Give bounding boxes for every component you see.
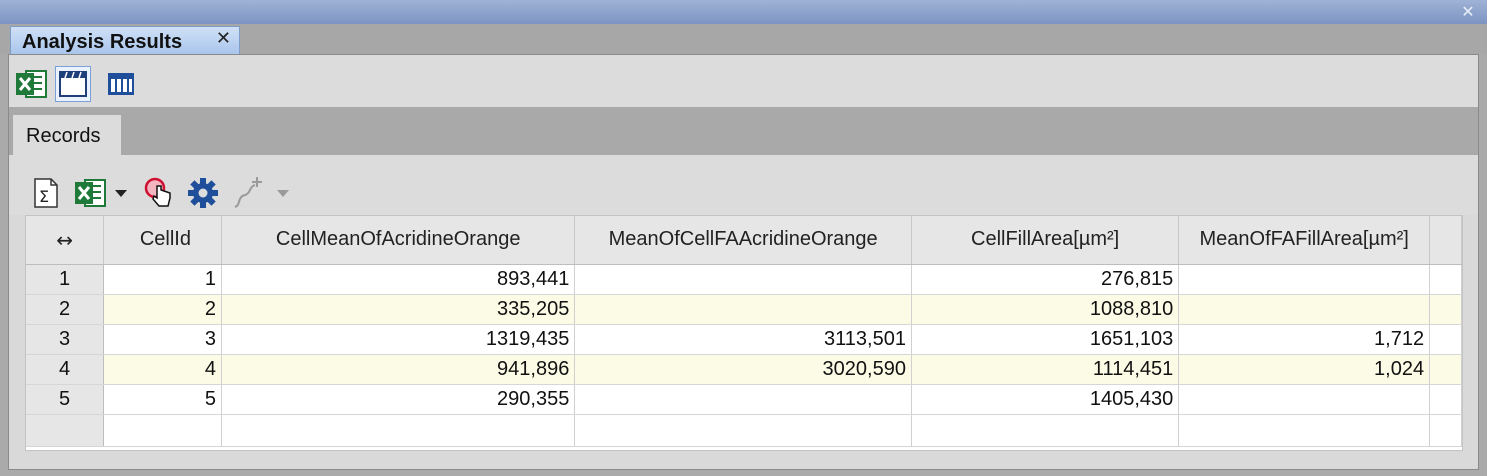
- resize-arrows-icon: ↔: [56, 227, 73, 252]
- dropdown-arrow-icon: [277, 190, 289, 197]
- row-number[interactable]: 1: [26, 264, 105, 295]
- row-number[interactable]: 5: [26, 384, 105, 415]
- cell-filler: [1429, 264, 1462, 295]
- column-header-cellfillarea[interactable]: CellFillArea[µm²]: [911, 216, 1180, 265]
- records-toolbar: Σ: [9, 155, 1478, 215]
- cell-meanfafillarea[interactable]: [1178, 384, 1431, 415]
- row-number[interactable]: 4: [26, 354, 105, 385]
- cell-cellfillarea[interactable]: 276,815: [911, 264, 1180, 295]
- settings-button[interactable]: [187, 175, 219, 211]
- empty-cell[interactable]: [911, 414, 1180, 447]
- tab-records[interactable]: Records: [13, 115, 121, 155]
- cell-filler: [1429, 294, 1462, 325]
- cell-mean-cellfa-acridine[interactable]: [574, 264, 912, 295]
- table-new-row[interactable]: [26, 414, 1462, 447]
- statistics-button[interactable]: Σ: [33, 175, 59, 211]
- sum-statistics-icon: Σ: [34, 178, 58, 208]
- add-curve-dropdown[interactable]: [275, 175, 291, 211]
- cell-filler: [1429, 414, 1462, 447]
- cell-meanfafillarea[interactable]: [1178, 294, 1431, 325]
- tab-close-button[interactable]: ✕: [215, 28, 231, 49]
- columns-view-icon: [108, 73, 134, 95]
- select-cell-button[interactable]: [143, 175, 177, 211]
- column-header-cellmean-acridine[interactable]: CellMeanOfAcridineOrange: [221, 216, 576, 265]
- records-tabstrip: Records: [9, 107, 1478, 155]
- cell-cellfillarea[interactable]: 1405,430: [911, 384, 1180, 415]
- add-curve-button[interactable]: [231, 175, 267, 211]
- cell-mean-cellfa-acridine[interactable]: [574, 384, 912, 415]
- excel-export-button[interactable]: [13, 66, 49, 102]
- window-close-button[interactable]: ✕: [1461, 2, 1475, 21]
- cell-cellfillarea[interactable]: 1114,451: [911, 354, 1180, 385]
- settings-gear-icon: [188, 178, 218, 208]
- analysis-results-panel: Records Σ: [8, 54, 1479, 470]
- cell-cellfillarea[interactable]: 1088,810: [911, 294, 1180, 325]
- cell-cellid[interactable]: 2: [103, 294, 222, 325]
- records-tab-label: Records: [26, 125, 101, 147]
- table-row[interactable]: 3 3 1319,435 3113,501 1651,103 1,712: [26, 324, 1462, 355]
- cell-cellmean-acridine[interactable]: 941,896: [221, 354, 576, 385]
- table-row[interactable]: 1 1 893,441 276,815: [26, 264, 1462, 295]
- cell-cellmean-acridine[interactable]: 290,355: [221, 384, 576, 415]
- svg-text:Σ: Σ: [39, 187, 49, 206]
- cell-cellid[interactable]: 5: [103, 384, 222, 415]
- add-curve-icon: [234, 177, 262, 208]
- empty-cell[interactable]: [103, 414, 222, 447]
- cell-meanfafillarea[interactable]: 1,024: [1178, 354, 1431, 385]
- table-row[interactable]: 2 2 335,205 1088,810: [26, 294, 1462, 325]
- select-cell-pointer-icon: [144, 177, 171, 207]
- cell-mean-cellfa-acridine[interactable]: 3113,501: [574, 324, 912, 355]
- cell-cellid[interactable]: 4: [103, 354, 222, 385]
- records-excel-export-button[interactable]: [73, 175, 107, 211]
- records-grid: ↔ CellId CellMeanOfAcridineOrange MeanOf…: [25, 215, 1463, 451]
- new-row-header[interactable]: [26, 414, 105, 447]
- dropdown-arrow-icon: [115, 190, 127, 197]
- view-toolbar: [9, 55, 1478, 107]
- table-row[interactable]: 4 4 941,896 3020,590 1114,451 1,024: [26, 354, 1462, 385]
- column-header-mean-cellfa-acridine[interactable]: MeanOfCellFAAcridineOrange: [574, 216, 912, 265]
- column-header-meanfafillarea[interactable]: MeanOfFAFillArea[µm²]: [1178, 216, 1431, 265]
- cell-meanfafillarea[interactable]: [1178, 264, 1431, 295]
- empty-cell[interactable]: [221, 414, 576, 447]
- table-header-row: ↔ CellId CellMeanOfAcridineOrange MeanOf…: [26, 216, 1462, 265]
- column-header-cellid[interactable]: CellId: [103, 216, 222, 265]
- cell-cellmean-acridine[interactable]: 335,205: [221, 294, 576, 325]
- cell-cellmean-acridine[interactable]: 1319,435: [221, 324, 576, 355]
- column-header-filler: [1429, 216, 1462, 265]
- window-titlebar: ✕: [0, 0, 1487, 25]
- cell-filler: [1429, 384, 1462, 415]
- cell-cellfillarea[interactable]: 1651,103: [911, 324, 1180, 355]
- row-number[interactable]: 3: [26, 324, 105, 355]
- records-table: ↔ CellId CellMeanOfAcridineOrange MeanOf…: [26, 216, 1462, 447]
- cell-mean-cellfa-acridine[interactable]: [574, 294, 912, 325]
- empty-cell[interactable]: [574, 414, 912, 447]
- cell-filler: [1429, 354, 1462, 385]
- records-view-icon: [59, 71, 87, 97]
- table-row[interactable]: 5 5 290,355 1405,430: [26, 384, 1462, 415]
- cell-meanfafillarea[interactable]: 1,712: [1178, 324, 1431, 355]
- cell-cellid[interactable]: 3: [103, 324, 222, 355]
- columns-view-button[interactable]: [103, 66, 139, 102]
- tab-analysis-results[interactable]: Analysis Results ✕: [10, 26, 240, 54]
- records-view-button[interactable]: [55, 66, 91, 102]
- cell-cellid[interactable]: 1: [103, 264, 222, 295]
- cell-mean-cellfa-acridine[interactable]: 3020,590: [574, 354, 912, 385]
- excel-export-dropdown[interactable]: [113, 175, 129, 211]
- excel-export-icon: [16, 70, 47, 98]
- excel-export-icon: [75, 179, 106, 207]
- cell-cellmean-acridine[interactable]: 893,441: [221, 264, 576, 295]
- document-tabstrip: Analysis Results ✕: [0, 24, 1487, 54]
- tab-title: Analysis Results: [22, 31, 183, 53]
- cell-filler: [1429, 324, 1462, 355]
- row-number[interactable]: 2: [26, 294, 105, 325]
- resize-columns-corner[interactable]: ↔: [26, 216, 105, 265]
- empty-cell[interactable]: [1178, 414, 1431, 447]
